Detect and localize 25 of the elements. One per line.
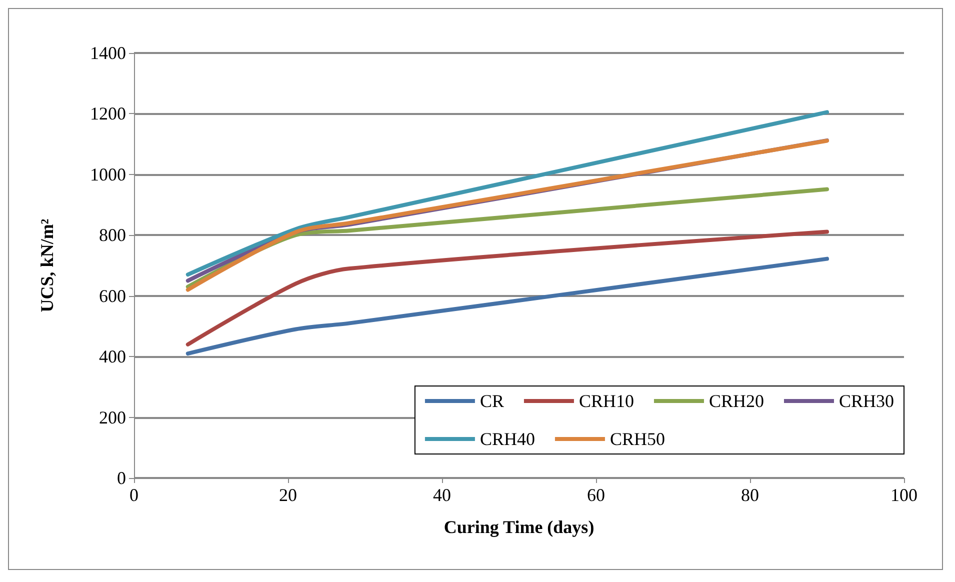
x-tick-label: 0 bbox=[130, 485, 138, 505]
legend-label: CRH30 bbox=[838, 391, 894, 411]
line-series bbox=[186, 110, 829, 277]
y-tick-label: 400 bbox=[99, 346, 126, 367]
y-tick-label: 1000 bbox=[90, 164, 126, 184]
y-tick-label: 200 bbox=[99, 407, 126, 428]
x-tick-label: 20 bbox=[279, 485, 297, 505]
x-axis-title: Curing Time (days) bbox=[444, 517, 594, 537]
line-series bbox=[186, 230, 829, 346]
legend-label: CR bbox=[480, 391, 504, 411]
y-tick-label: 1400 bbox=[90, 43, 126, 63]
y-tick-label: 600 bbox=[99, 286, 126, 306]
y-tick-label: 0 bbox=[117, 468, 126, 488]
legend-label: CRH20 bbox=[708, 391, 764, 411]
line-series bbox=[186, 256, 829, 356]
x-tick-label: 60 bbox=[587, 485, 605, 505]
x-tick-label: 80 bbox=[741, 485, 759, 505]
y-axis-title: UCS, kN/m² bbox=[37, 218, 57, 312]
y-tick-label: 1200 bbox=[90, 104, 126, 124]
legend-label: CRH40 bbox=[480, 429, 535, 449]
legend-label: CRH50 bbox=[610, 429, 665, 449]
y-tick-label: 800 bbox=[99, 225, 126, 246]
x-tick-label: 100 bbox=[890, 485, 918, 505]
legend-label: CRH10 bbox=[578, 391, 634, 411]
x-tick-label: 40 bbox=[433, 485, 451, 505]
